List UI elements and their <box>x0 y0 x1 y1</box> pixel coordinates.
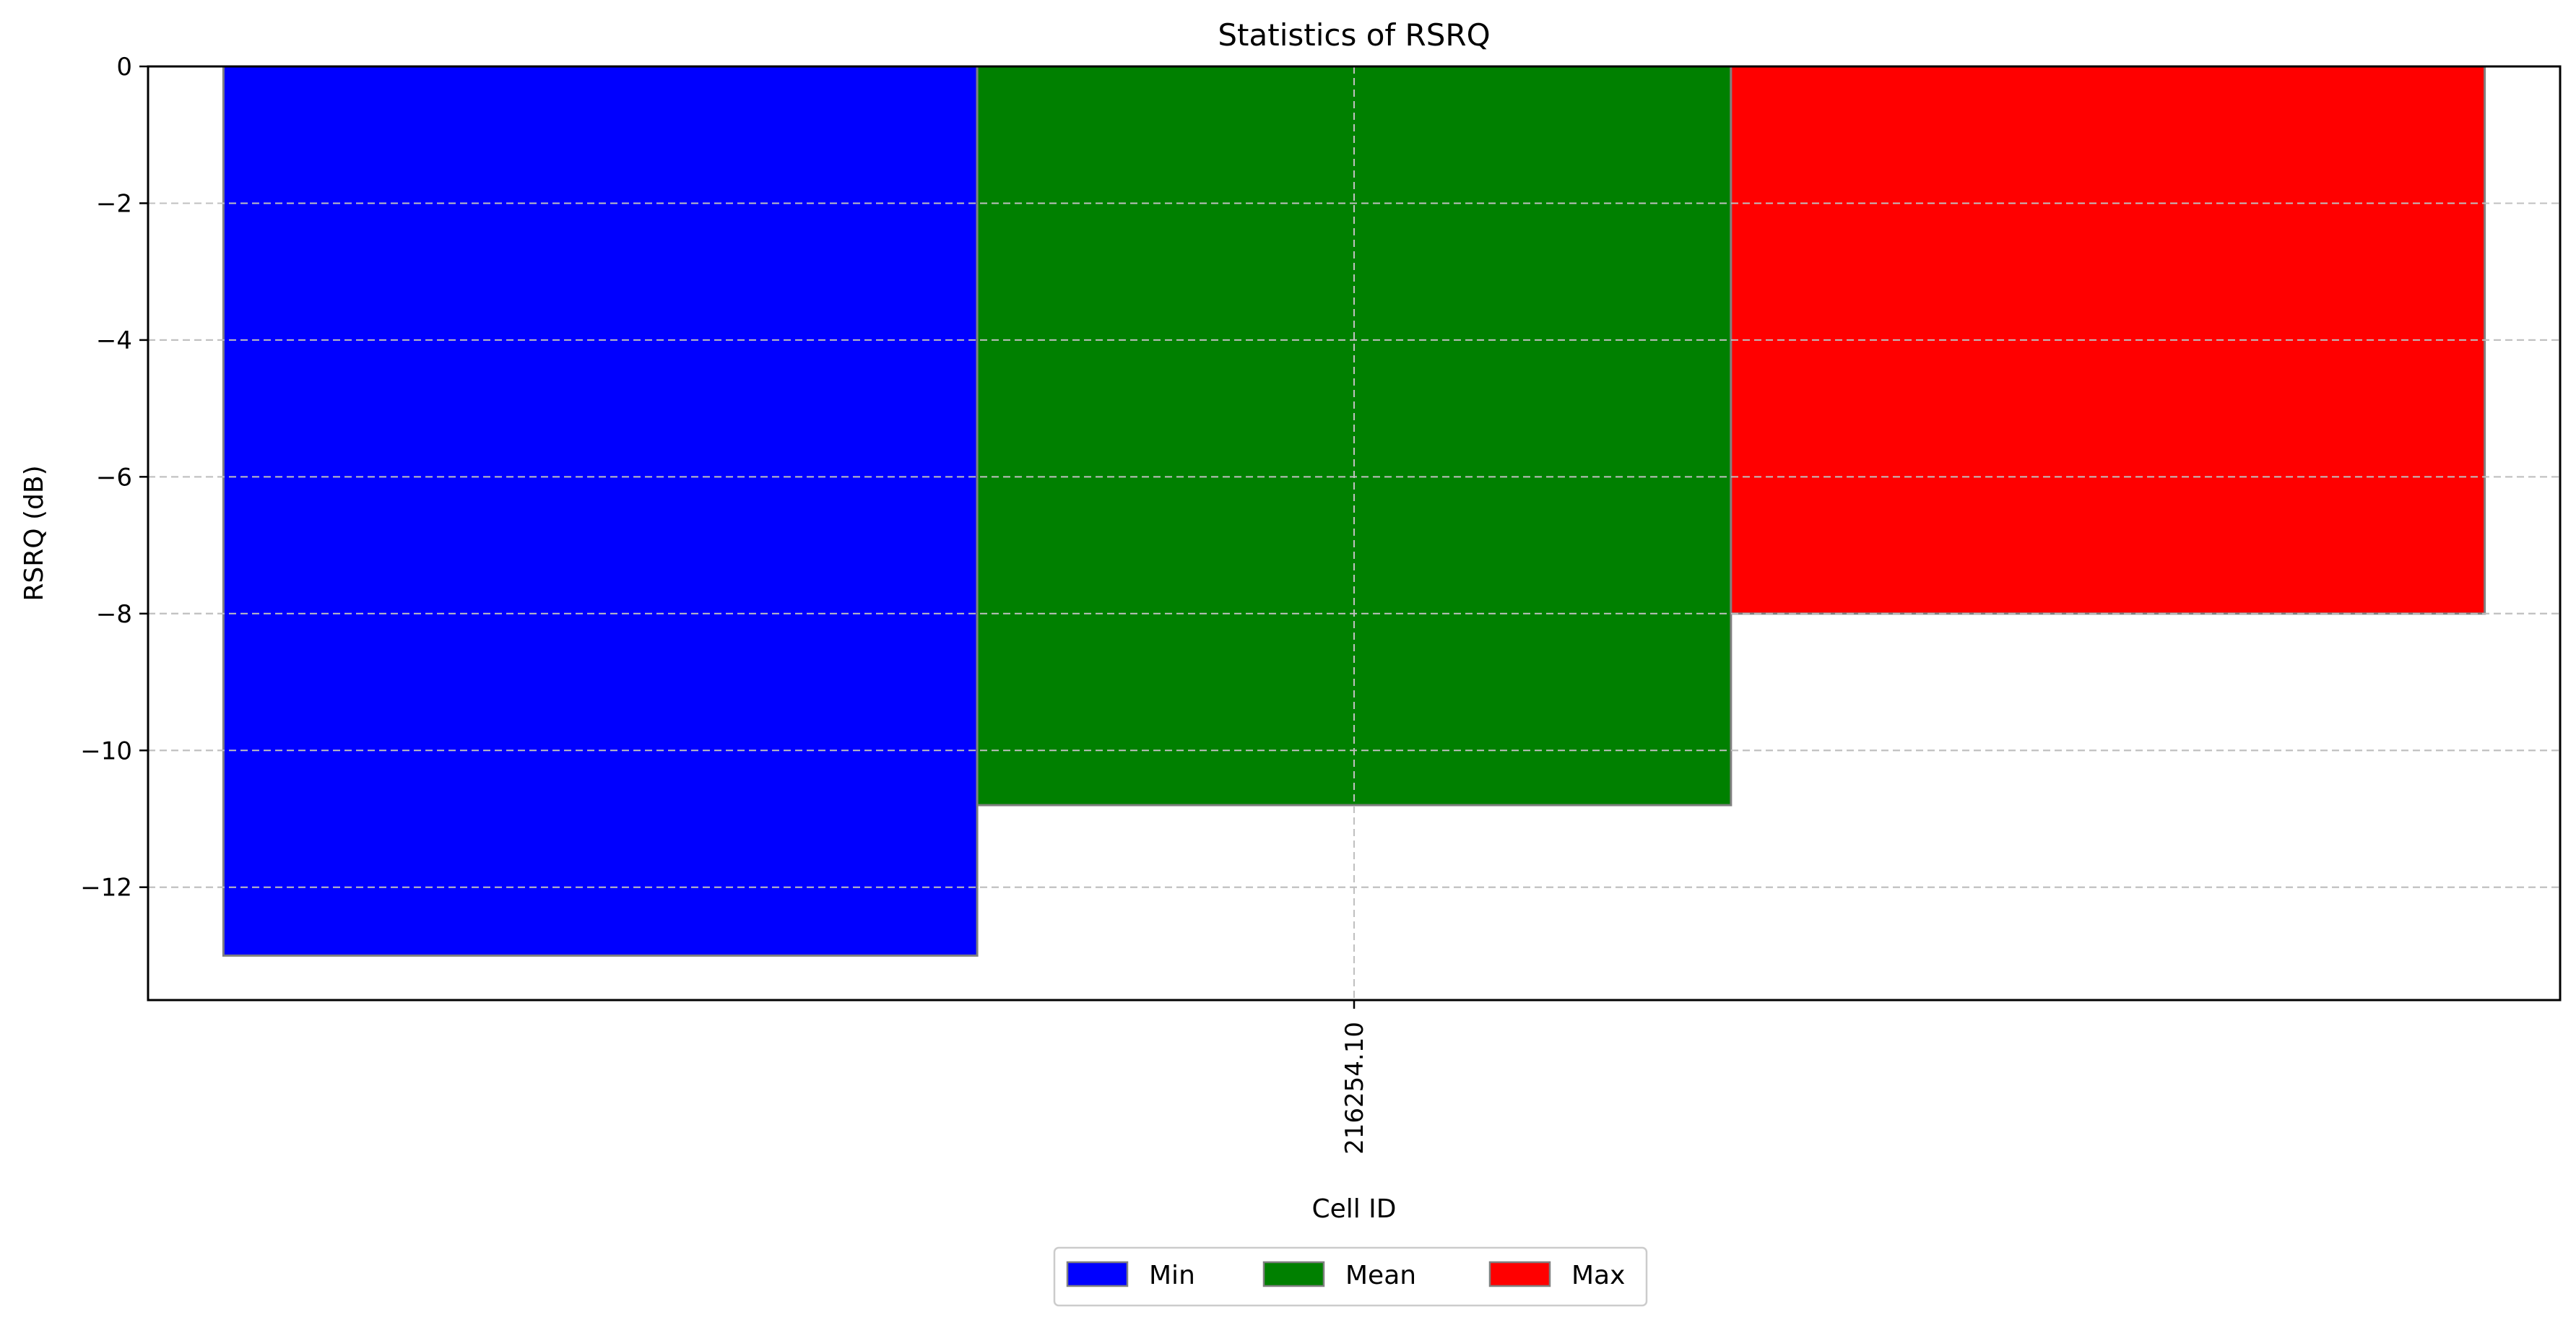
legend: Min Mean Max <box>1053 1246 1648 1307</box>
x-ticks: 216254.10 <box>1340 1000 1369 1155</box>
y-tick-label: −8 <box>96 600 132 629</box>
y-tick-label: −12 <box>80 874 132 903</box>
y-axis-label: RSRQ (dB) <box>19 465 49 601</box>
y-tick-label: −6 <box>96 463 132 492</box>
bars-layer <box>148 65 2560 1000</box>
y-tick-label: −2 <box>96 189 132 218</box>
legend-label-mean: Mean <box>1345 1261 1416 1290</box>
legend-label-min: Min <box>1149 1261 1195 1290</box>
legend-swatch-mean <box>1262 1261 1325 1287</box>
x-axis-label: Cell ID <box>1311 1194 1396 1224</box>
y-tick-label: −4 <box>96 326 132 355</box>
x-tick-label: 216254.10 <box>1340 1022 1369 1155</box>
y-tick-label: 0 <box>116 53 132 82</box>
legend-label-max: Max <box>1571 1261 1625 1290</box>
legend-swatch-min <box>1066 1261 1129 1287</box>
legend-swatch-max <box>1488 1261 1551 1287</box>
bar-min <box>222 65 979 957</box>
y-tick-label: −10 <box>80 737 132 765</box>
y-ticks: 0 −2 −4 −6 −8 −10 −12 <box>80 53 148 903</box>
chart-title: Statistics of RSRQ <box>1218 17 1490 53</box>
